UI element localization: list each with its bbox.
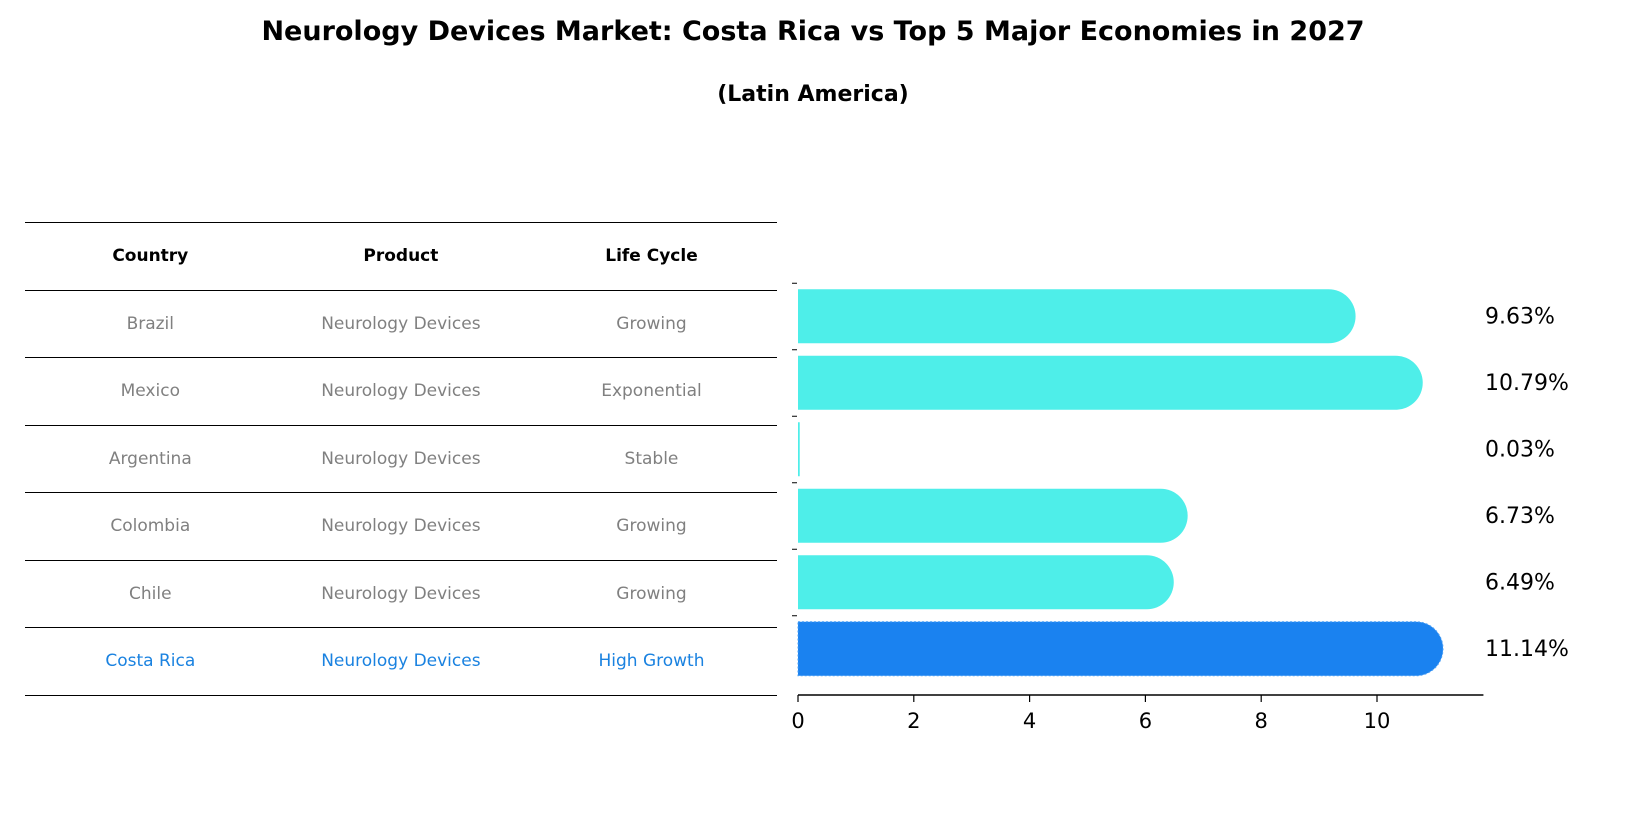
header-country: Country	[112, 246, 189, 267]
table-row-highlighted: Costa Rica Neurology Devices High Growth	[25, 628, 777, 696]
x-tick-label: 2	[907, 709, 920, 733]
cell-product: Neurology Devices	[321, 313, 481, 334]
bar-costa-rica	[797, 621, 1444, 677]
x-tick-label: 10	[1364, 709, 1391, 733]
cell-product: Neurology Devices	[321, 448, 481, 469]
bar-colombia	[798, 488, 1188, 543]
cell-life-cycle: Exponential	[601, 381, 702, 402]
cell-life-cycle: Stable	[624, 448, 679, 469]
cell-country: Brazil	[126, 313, 175, 334]
cell-product: Neurology Devices	[321, 516, 481, 537]
bar-brazil	[798, 289, 1356, 344]
data-label: 11.14%	[1485, 637, 1569, 662]
data-label: 9.63%	[1485, 304, 1555, 329]
table-row: Colombia Neurology Devices Growing	[25, 493, 777, 561]
table-row: Brazil Neurology Devices Growing	[25, 291, 777, 358]
cell-country: Mexico	[120, 381, 180, 402]
x-tick-label: 6	[1139, 709, 1152, 733]
cell-country: Chile	[129, 583, 172, 604]
x-tick-label: 8	[1255, 709, 1268, 733]
table-row: Mexico Neurology Devices Exponential	[25, 358, 777, 426]
cell-life-cycle: Growing	[616, 313, 687, 334]
data-label: 6.73%	[1485, 504, 1555, 529]
chart-title: Neurology Devices Market: Costa Rica vs …	[261, 16, 1365, 47]
cell-country: Costa Rica	[105, 651, 196, 672]
cell-life-cycle: Growing	[616, 516, 687, 537]
bar-argentina	[798, 422, 800, 477]
bar-chile	[798, 555, 1174, 610]
data-label: 10.79%	[1485, 371, 1569, 396]
country-table: Country Product Life Cycle Brazil Neurol…	[25, 222, 777, 696]
header-product: Product	[363, 246, 439, 267]
cell-product: Neurology Devices	[321, 381, 481, 402]
cell-life-cycle: High Growth	[598, 651, 705, 672]
chart-subtitle: (Latin America)	[717, 82, 909, 107]
table-row: Chile Neurology Devices Growing	[25, 561, 777, 628]
data-label: 0.03%	[1485, 437, 1555, 462]
cell-life-cycle: Growing	[616, 583, 687, 604]
table-header-row: Country Product Life Cycle	[25, 222, 777, 291]
bar-mexico	[798, 355, 1423, 410]
header-life-cycle: Life Cycle	[605, 246, 698, 267]
x-tick-label: 0	[791, 709, 804, 733]
x-tick-label: 4	[1023, 709, 1036, 733]
cell-product: Neurology Devices	[321, 651, 481, 672]
cell-country: Colombia	[110, 516, 191, 537]
cell-product: Neurology Devices	[321, 583, 481, 604]
data-label: 6.49%	[1485, 570, 1555, 595]
cell-country: Argentina	[108, 448, 192, 469]
table-row: Argentina Neurology Devices Stable	[25, 426, 777, 493]
